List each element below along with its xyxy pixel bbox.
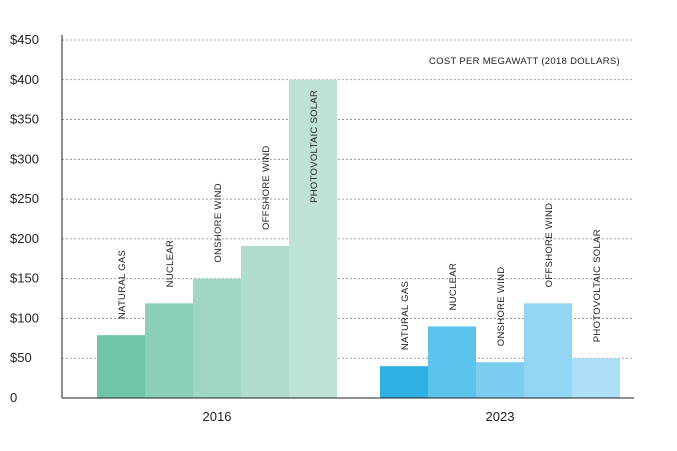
x-category-label: 2023 [486, 409, 515, 424]
y-tick-label: $150 [10, 271, 39, 286]
y-tick-label: $400 [10, 72, 39, 87]
bar-label: NUCLEAR [165, 240, 176, 288]
bar-label: ONSHORE WIND [213, 183, 224, 263]
bar-label: PHOTOVOLTAIC SOLAR [309, 90, 320, 203]
bar [97, 335, 145, 398]
bars: NATURAL GAS NUCLEAR ONSHORE WIND OFFSHORE W… [97, 79, 620, 399]
bar-label: ONSHORE WIND [496, 267, 507, 347]
bar [380, 366, 428, 398]
bar [428, 326, 476, 398]
chart-annotation: COST PER MEGAWATT (2018 DOLLARS) [429, 56, 620, 67]
y-tick-label: 0 [10, 390, 17, 405]
bar [145, 303, 193, 398]
x-axis-categories: 2016 2023 [203, 409, 515, 424]
bar-label: NATURAL GAS [400, 281, 411, 350]
bar-label: NUCLEAR [448, 263, 459, 311]
bar [476, 362, 524, 398]
y-tick-label: $350 [10, 112, 39, 127]
y-tick-label: $100 [10, 310, 39, 325]
y-tick-label: $250 [10, 191, 39, 206]
bar [289, 79, 337, 399]
bar [524, 303, 572, 398]
bar [241, 246, 289, 398]
y-axis-ticks: 0 $50 $100 $150 $200 $250 $300 $350 $400 $450 [10, 32, 39, 405]
y-tick-label: $50 [10, 350, 32, 365]
bar [193, 278, 241, 398]
bar-label: OFFSHORE WIND [544, 203, 555, 288]
x-category-label: 2016 [203, 409, 232, 424]
bar-label: NATURAL GAS [117, 250, 128, 319]
bar-label: OFFSHORE WIND [261, 145, 272, 230]
bar-label: PHOTOVOLTAIC SOLAR [592, 229, 603, 342]
y-tick-label: $300 [10, 151, 39, 166]
y-tick-label: $450 [10, 32, 39, 47]
bar [572, 358, 620, 398]
y-tick-label: $200 [10, 231, 39, 246]
